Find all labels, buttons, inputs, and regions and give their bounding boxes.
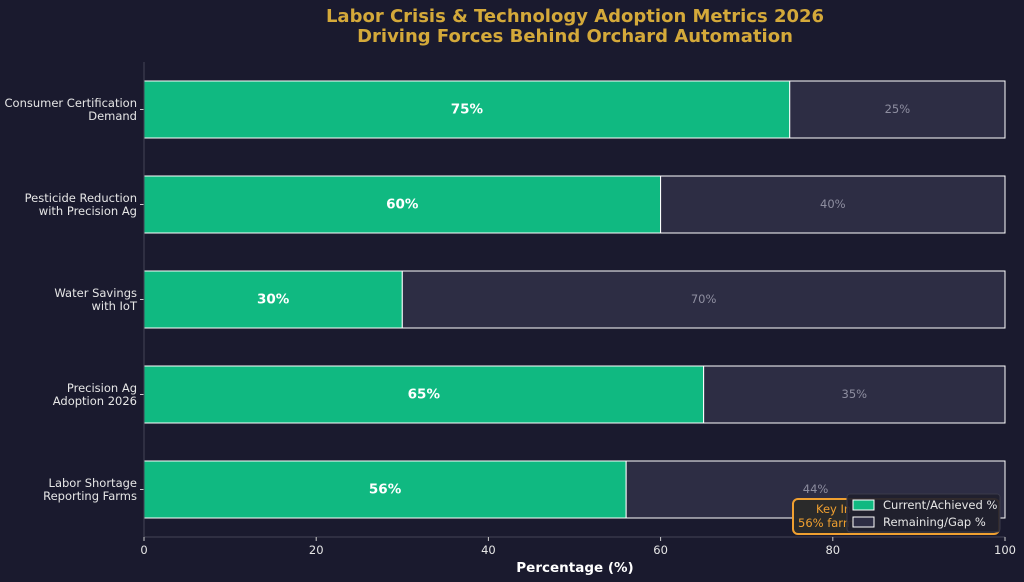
bars-layer: 75% 25% 60% 40% 30% 70% 65% 35% 56% 44% <box>143 80 1006 519</box>
category-label: Water Savings with IoT <box>54 286 138 313</box>
legend-swatch <box>852 516 875 528</box>
x-tick-label: 20 <box>309 543 324 557</box>
bar-gap <box>401 270 1006 329</box>
value-label-gap: 25% <box>885 102 911 116</box>
x-tick-label: 80 <box>825 543 840 557</box>
bar-achieved <box>143 175 662 234</box>
category-label: Labor Shortage Reporting Farms <box>43 476 137 503</box>
x-axis-label: Percentage (%) <box>516 560 633 576</box>
legend: Current/Achieved % Remaining/Gap % <box>846 493 1001 533</box>
axes-layer: Consumer Certification Demand Pesticide Re… <box>5 62 1016 557</box>
category-label: Pesticide Reduction with Precision Ag <box>25 191 137 218</box>
value-label-achieved: 30% <box>257 292 290 308</box>
x-tick-label: 40 <box>481 543 496 557</box>
bar-gap <box>789 80 1006 139</box>
category-label: Consumer Certification Demand <box>5 96 137 123</box>
annotation-line: 56% farm <box>798 516 854 530</box>
value-label-achieved: 75% <box>451 102 484 118</box>
x-tick-label: 0 <box>140 543 147 557</box>
x-tick-label: 60 <box>653 543 668 557</box>
value-label-gap: 70% <box>691 292 717 306</box>
legend-swatch <box>852 499 875 511</box>
chart-title: Labor Crisis & Technology Adoption Metri… <box>326 6 824 27</box>
x-tick-label: 100 <box>994 543 1016 557</box>
value-label-achieved: 56% <box>369 482 402 498</box>
value-label-achieved: 65% <box>408 387 441 403</box>
annotation-line: Key In <box>816 502 851 516</box>
legend-frame <box>846 493 1001 533</box>
bar-achieved <box>143 270 403 329</box>
legend-label: Remaining/Gap % <box>883 515 986 529</box>
chart-subtitle: Driving Forces Behind Orchard Automation <box>357 26 793 47</box>
legend-label: Current/Achieved % <box>883 498 997 512</box>
value-label-gap: 40% <box>820 197 846 211</box>
bar-achieved <box>143 80 791 139</box>
bar-gap <box>703 365 1006 424</box>
value-label-gap: 35% <box>842 387 868 401</box>
value-label-gap: 44% <box>803 482 829 496</box>
bar-achieved <box>143 365 705 424</box>
category-label: Precision Ag Adoption 2026 <box>53 381 137 408</box>
bar-gap <box>660 175 1006 234</box>
value-label-achieved: 60% <box>386 197 419 213</box>
